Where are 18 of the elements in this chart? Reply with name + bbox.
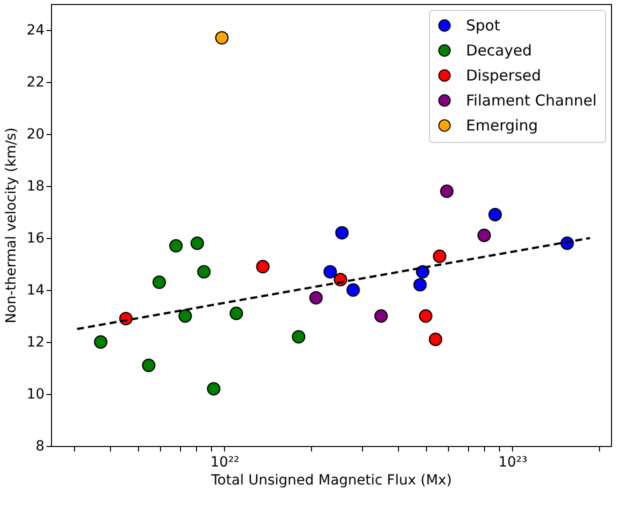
x-axis-title: Total Unsigned Magnetic Flux (Mx) — [210, 472, 452, 488]
y-tick-label: 22 — [26, 74, 44, 90]
y-tick-label: 12 — [26, 334, 44, 350]
y-tick-label: 8 — [36, 438, 44, 454]
y-tick-label: 14 — [26, 282, 45, 298]
legend-label: Dispersed — [466, 66, 542, 84]
x-tick-label: 10²³ — [498, 454, 528, 470]
y-axis-title: Non-thermal velocity (km/s) — [4, 128, 20, 324]
y-tick-label: 10 — [26, 386, 44, 402]
legend-label: Decayed — [466, 42, 532, 60]
legend-label: Emerging — [466, 116, 538, 134]
x-tick-label: 10²² — [210, 454, 240, 470]
legend-label: Spot — [466, 16, 500, 34]
y-tick-label: 16 — [26, 230, 45, 246]
y-tick-label: 18 — [26, 178, 44, 194]
y-tick-label: 20 — [26, 126, 44, 142]
legend-label: Filament Channel — [466, 92, 597, 110]
y-tick-label: 24 — [26, 22, 45, 38]
